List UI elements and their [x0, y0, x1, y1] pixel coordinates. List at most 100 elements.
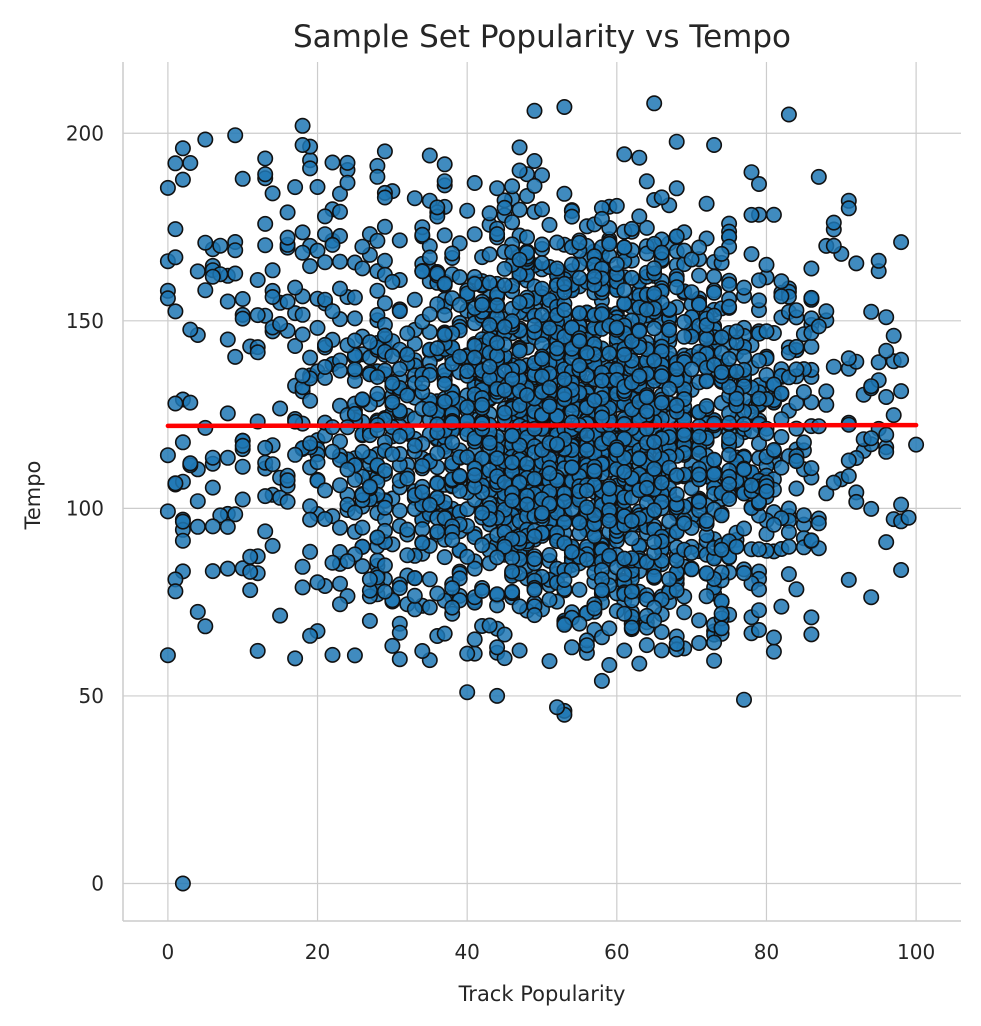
scatter-point — [601, 620, 618, 637]
scatter-point — [376, 218, 393, 235]
scatter-point — [638, 173, 655, 190]
scatter-point — [810, 515, 827, 532]
scatter-point — [653, 189, 670, 206]
scatter-point — [331, 203, 348, 220]
scatter-point — [257, 150, 274, 167]
scatter-point — [249, 642, 266, 659]
scatter-point — [346, 289, 363, 306]
scatter-point — [459, 449, 476, 466]
scatter-point — [571, 269, 588, 286]
scatter-point — [331, 185, 348, 202]
scatter-point — [893, 383, 910, 400]
scatter-point — [556, 99, 573, 116]
x-tick-label: 20 — [305, 940, 330, 964]
scatter-point — [504, 371, 521, 388]
scatter-point — [878, 443, 895, 460]
scatter-point — [331, 477, 348, 494]
chart-title: Sample Set Popularity vs Tempo — [293, 19, 791, 55]
scatter-point — [504, 427, 521, 444]
scatter-point — [518, 387, 535, 404]
scatter-point — [436, 375, 453, 392]
scatter-point — [638, 389, 655, 406]
scatter-point — [189, 263, 206, 280]
scatter-point — [436, 173, 453, 190]
scatter-point — [369, 385, 386, 402]
scatter-point — [279, 229, 296, 246]
scatter-point — [788, 338, 805, 355]
scatter-point — [481, 205, 498, 222]
scatter-point — [436, 549, 453, 566]
scatter-point — [541, 320, 558, 337]
scatter-point — [436, 306, 453, 323]
scatter-point — [616, 146, 633, 163]
scatter-point — [713, 605, 730, 622]
scatter-point — [631, 367, 648, 384]
scatter-point — [616, 605, 633, 622]
scatter-point — [376, 583, 393, 600]
scatter-point — [466, 631, 483, 648]
scatter-point — [264, 288, 281, 305]
scatter-point — [376, 327, 393, 344]
scatter-point — [429, 340, 446, 357]
scatter-point — [496, 318, 513, 335]
scatter-point — [616, 295, 633, 312]
scatter-point — [159, 503, 176, 520]
scatter-point — [227, 242, 244, 259]
scatter-point — [593, 672, 610, 689]
scatter-point — [533, 255, 550, 272]
scatter-point — [264, 537, 281, 554]
scatter-point — [481, 246, 498, 263]
scatter-point — [825, 237, 842, 254]
scatter-point — [773, 273, 790, 290]
scatter-point — [863, 303, 880, 320]
scatter-point — [676, 515, 693, 532]
scatter-point — [780, 106, 797, 123]
scatter-point — [668, 582, 685, 599]
scatter-point — [803, 609, 820, 626]
scatter-point — [429, 445, 446, 462]
scatter-point — [668, 180, 685, 197]
scatter-point — [750, 292, 767, 309]
scatter-point — [646, 460, 663, 477]
scatter-point — [324, 303, 341, 320]
scatter-point — [451, 348, 468, 365]
scatter-point — [489, 226, 506, 243]
scatter-point — [234, 458, 251, 475]
scatter-point — [518, 496, 535, 513]
scatter-point — [616, 566, 633, 583]
scatter-point — [706, 137, 723, 154]
scatter-point — [623, 220, 640, 237]
scatter-point — [676, 426, 693, 443]
scatter-point — [234, 310, 251, 327]
scatter-point — [795, 507, 812, 524]
scatter-point — [893, 351, 910, 368]
y-tick-label: 100 — [66, 496, 104, 520]
scatter-point — [661, 321, 678, 338]
scatter-point — [219, 331, 236, 348]
scatter-point — [668, 133, 685, 150]
scatter-point — [563, 639, 580, 656]
scatter-point — [309, 574, 326, 591]
scatter-point — [174, 875, 191, 892]
scatter-point — [324, 154, 341, 171]
scatter-point — [698, 195, 715, 212]
scatter-point — [593, 372, 610, 389]
scatter-point — [406, 587, 423, 604]
scatter-point — [339, 553, 356, 570]
scatter-point — [331, 253, 348, 270]
scatter-point — [758, 425, 775, 442]
scatter-point — [459, 645, 476, 662]
scatter-point — [750, 621, 767, 638]
scatter-point — [197, 131, 214, 148]
scatter-point — [182, 394, 199, 411]
scatter-point — [631, 450, 648, 467]
scatter-point — [391, 579, 408, 596]
scatter-point — [676, 313, 693, 330]
scatter-point — [197, 618, 214, 635]
scatter-point — [556, 302, 573, 319]
scatter-point — [735, 691, 752, 708]
scatter-point — [384, 446, 401, 463]
scatter-point — [750, 541, 767, 558]
scatter-point — [346, 310, 363, 327]
scatter-point — [414, 375, 431, 392]
